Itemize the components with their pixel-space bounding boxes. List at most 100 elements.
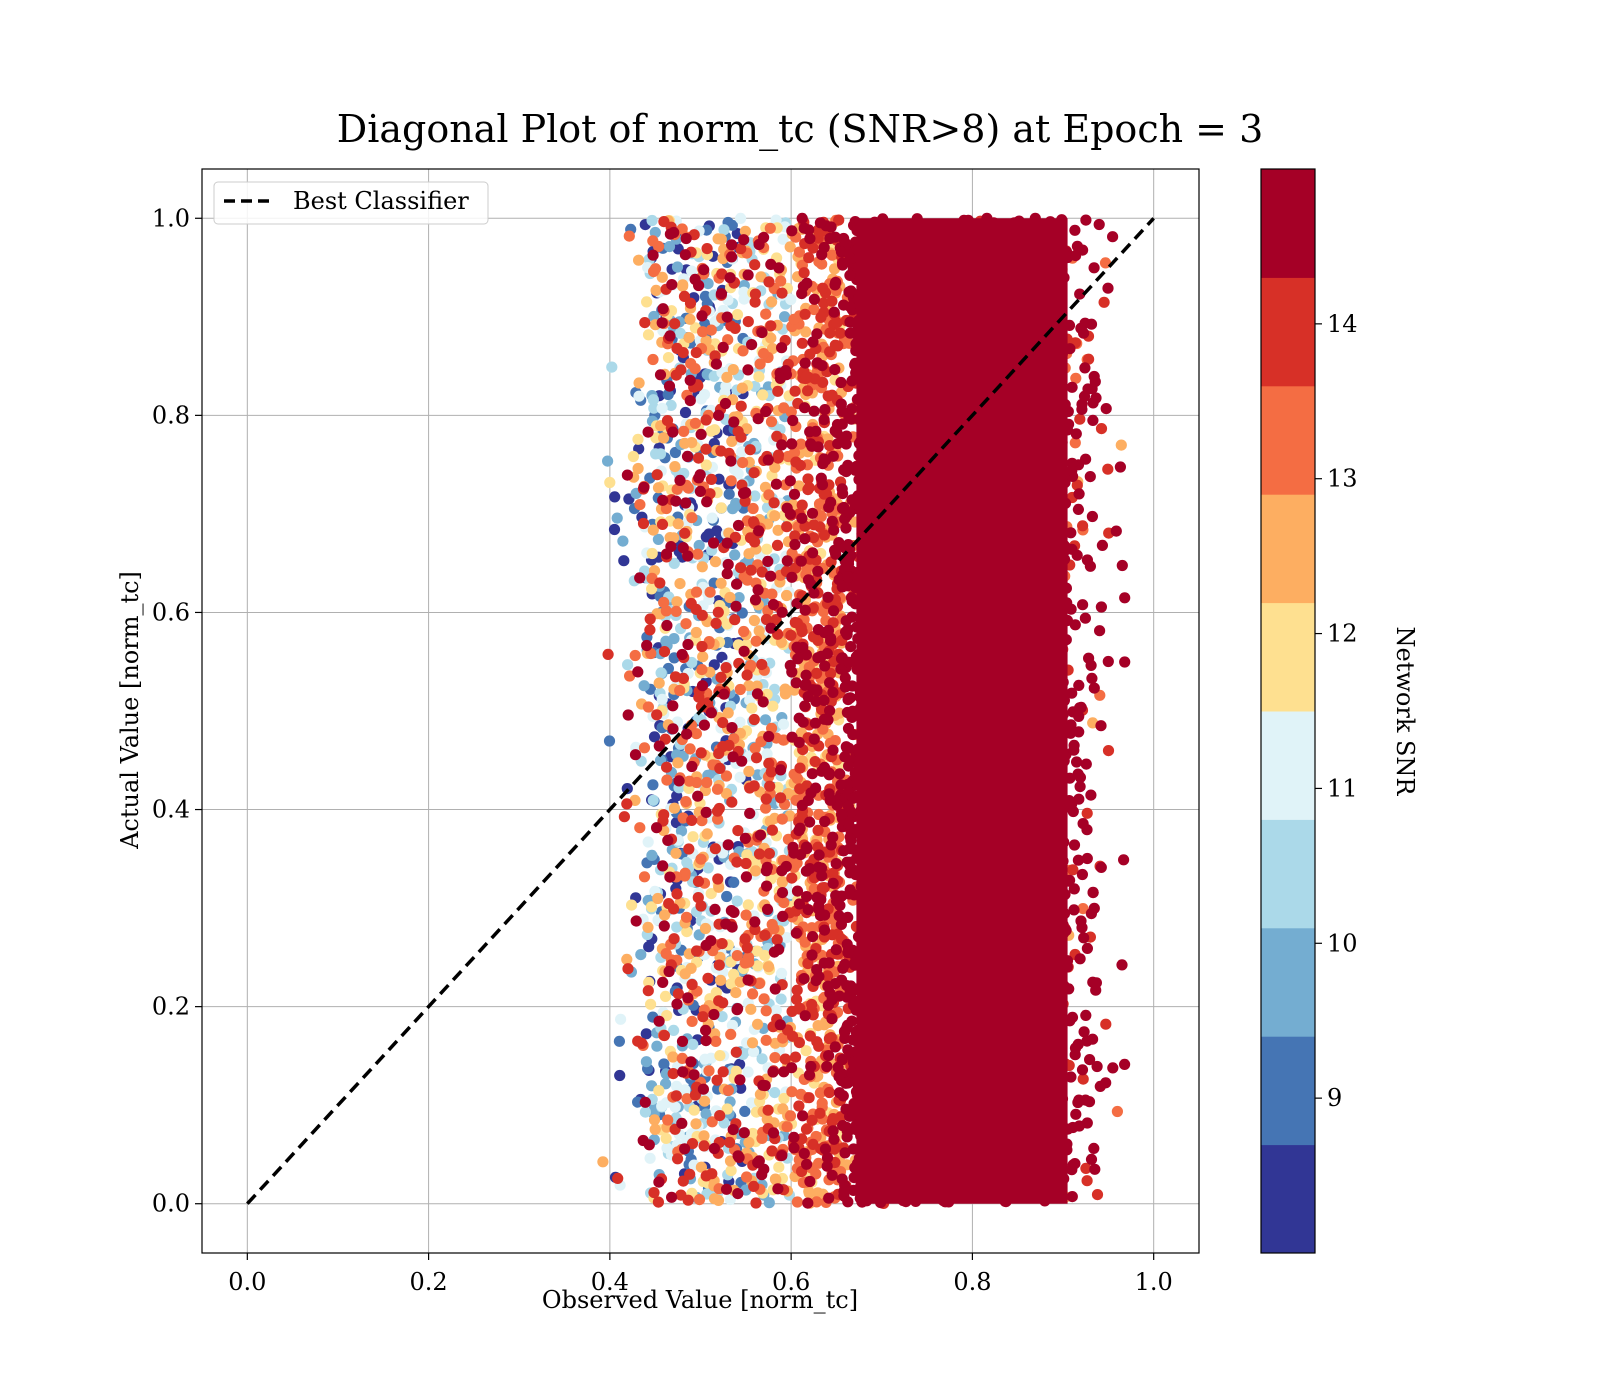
scatter-point <box>803 224 815 236</box>
scatter-point <box>706 512 718 524</box>
scatter-point <box>682 550 694 562</box>
scatter-point <box>799 1010 811 1022</box>
scatter-point <box>835 779 847 791</box>
scatter-point <box>752 1018 764 1030</box>
scatter-point <box>686 760 698 773</box>
scatter-point <box>737 457 749 469</box>
scatter-point <box>699 1053 711 1065</box>
scatter-point <box>663 380 676 392</box>
scatter-point <box>680 618 692 630</box>
scatter-point <box>804 233 816 245</box>
scatter-point <box>775 275 787 287</box>
scatter-point <box>641 639 653 652</box>
scatter-point <box>816 258 828 270</box>
scatter-point <box>661 774 673 786</box>
scatter-point <box>639 317 651 329</box>
scatter-point <box>1066 465 1078 477</box>
scatter-point <box>735 400 747 412</box>
scatter-point <box>694 485 707 497</box>
scatter-point <box>657 494 669 506</box>
scatter-point <box>765 320 777 332</box>
scatter-point <box>661 619 673 632</box>
scatter-point <box>794 459 807 471</box>
scatter-point <box>714 762 726 775</box>
scatter-point <box>749 916 761 928</box>
scatter-point <box>668 802 681 814</box>
scatter-point <box>672 1153 684 1165</box>
scatter-point <box>644 1152 656 1164</box>
scatter-point <box>633 390 645 402</box>
scatter-point <box>769 510 781 522</box>
scatter-point <box>652 533 665 546</box>
scatter-point <box>622 709 634 721</box>
scatter-point <box>650 284 662 296</box>
scatter-point <box>725 455 737 467</box>
scatter-point <box>776 865 788 877</box>
scatter-point <box>749 296 761 308</box>
scatter-point <box>1080 1162 1092 1174</box>
scatter-point <box>1102 655 1114 668</box>
scatter-point <box>791 772 804 785</box>
scatter-point <box>753 525 765 537</box>
scatter-point <box>737 345 749 357</box>
scatter-point <box>638 871 651 883</box>
scatter-point <box>791 984 803 996</box>
scatter-point <box>751 688 764 700</box>
scatter-point <box>772 524 784 536</box>
scatter-point <box>773 1161 785 1173</box>
scatter-point <box>784 1110 797 1122</box>
scatter-point <box>775 764 787 776</box>
scatter-point <box>736 382 748 394</box>
scatter-point <box>816 1097 828 1109</box>
scatter-point <box>808 303 820 316</box>
scatter-point <box>1090 392 1102 404</box>
scatter-point <box>621 953 633 966</box>
scatter-point <box>827 1113 839 1125</box>
scatter-point <box>740 857 752 870</box>
scatter-point <box>785 293 797 306</box>
scatter-point <box>721 568 733 580</box>
scatter-point <box>793 736 805 749</box>
scatter-point <box>658 646 671 658</box>
scatter-point <box>775 792 787 804</box>
scatter-point <box>662 388 674 401</box>
scatter-point <box>660 1078 672 1090</box>
scatter-point <box>642 836 654 848</box>
scatter-point <box>791 857 803 869</box>
scatter-point <box>716 938 728 950</box>
scatter-point <box>1094 1080 1106 1092</box>
scatter-point <box>722 839 734 851</box>
scatter-point <box>752 584 764 596</box>
scatter-point <box>669 446 682 459</box>
scatter-point <box>731 950 743 962</box>
scatter-point <box>823 767 835 779</box>
scatter-point <box>672 988 685 1000</box>
scatter-point <box>648 731 661 743</box>
scatter-point <box>708 1142 721 1155</box>
scatter-point <box>719 397 732 410</box>
scatter-point <box>843 760 855 772</box>
scatter-point <box>1068 904 1080 916</box>
scatter-point <box>662 1114 674 1126</box>
scatter-point <box>1066 1191 1078 1203</box>
scatter-point <box>681 856 693 868</box>
scatter-point <box>695 1161 708 1173</box>
scatter-point <box>650 448 662 460</box>
scatter-point <box>696 561 708 573</box>
scatter-point <box>825 496 837 508</box>
scatter-point <box>762 555 774 568</box>
scatter-point <box>704 586 716 598</box>
scatter-point <box>693 1194 706 1206</box>
scatter-point <box>668 532 680 544</box>
scatter-point <box>648 1114 661 1126</box>
scatter-point <box>756 1053 768 1065</box>
scatter-point <box>672 757 684 769</box>
scatter-point <box>1085 908 1097 920</box>
scatter-point <box>789 1051 802 1063</box>
scatter-point <box>741 574 754 586</box>
scatter-point <box>760 308 772 320</box>
scatter-point <box>766 588 778 600</box>
scatter-point <box>687 831 699 843</box>
scatter-point <box>680 911 693 923</box>
scatter-point <box>766 918 778 931</box>
